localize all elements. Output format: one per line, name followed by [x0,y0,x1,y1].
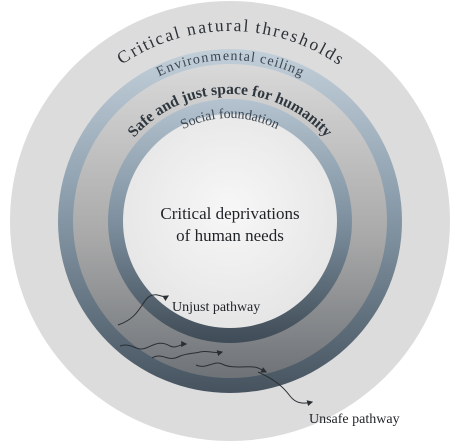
unsafe-pathway-arrow-segment-2 [151,350,224,359]
critical-deprivations-label-line-2: of human needs [176,226,284,245]
unjust-pathway-label: Unjust pathway [172,300,260,315]
critical-deprivations-disc [123,114,337,328]
unsafe-pathway-arrow-segment-3 [195,362,268,373]
unjust-pathway-arrow [117,294,170,326]
unsafe-pathway-label: Unsafe pathway [309,412,400,427]
unsafe-pathway-arrow-segment-1 [119,341,188,350]
unsafe-pathway-arrow-segment-4 [257,371,314,407]
critical-deprivations-label-line-1: Critical deprivations [160,204,299,223]
